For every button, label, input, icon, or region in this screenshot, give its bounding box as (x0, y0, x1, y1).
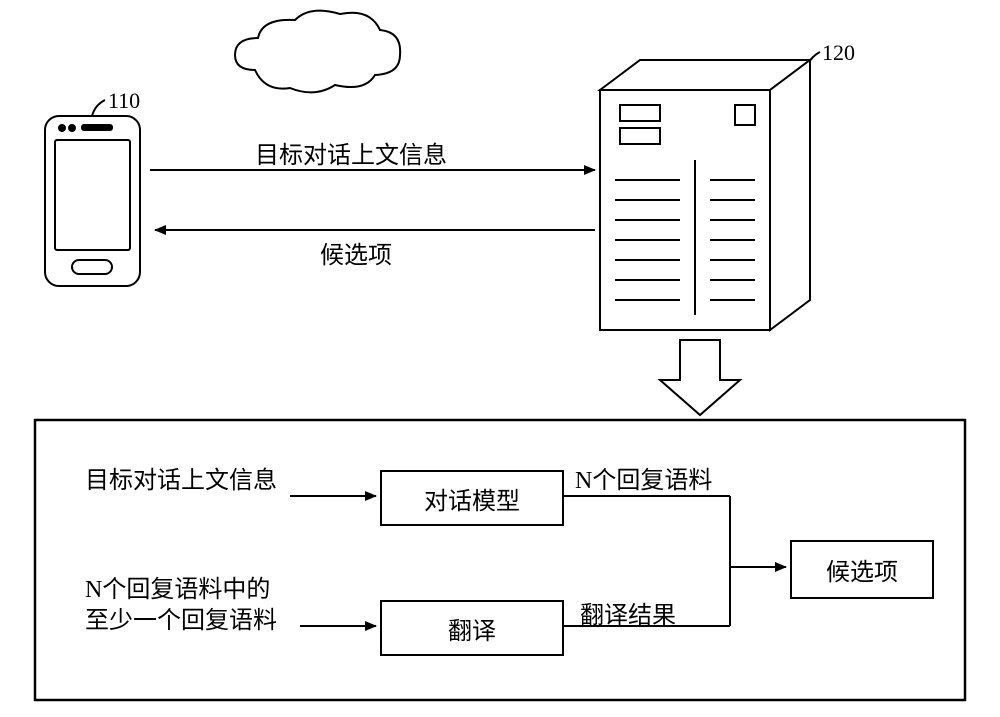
smartphone-icon (45, 116, 140, 286)
translate-box: 翻译 (380, 600, 564, 656)
flow-input1-label: 目标对话上文信息 (85, 460, 277, 495)
flow-input2-label: N个回复语料中的 至少一个回复语料 (85, 575, 305, 637)
response-arrow-label: 候选项 (320, 235, 392, 270)
server-icon (600, 60, 810, 330)
dialog-model-box: 对话模型 (380, 470, 564, 526)
dialog-model-label: 对话模型 (424, 481, 520, 516)
candidate-box: 候选项 (790, 540, 934, 599)
request-arrow-label: 目标对话上文信息 (255, 135, 447, 170)
down-hollow-arrow (660, 340, 740, 415)
flow-out1-label: N个回复语料 (575, 460, 712, 495)
flow-out2-label: 翻译结果 (580, 595, 676, 630)
server-id-label: 120 (822, 40, 855, 66)
candidate-label: 候选项 (826, 552, 898, 587)
translate-label: 翻译 (448, 611, 496, 646)
cloud-label: 网络 (282, 40, 334, 77)
phone-id-label: 110 (108, 88, 140, 114)
